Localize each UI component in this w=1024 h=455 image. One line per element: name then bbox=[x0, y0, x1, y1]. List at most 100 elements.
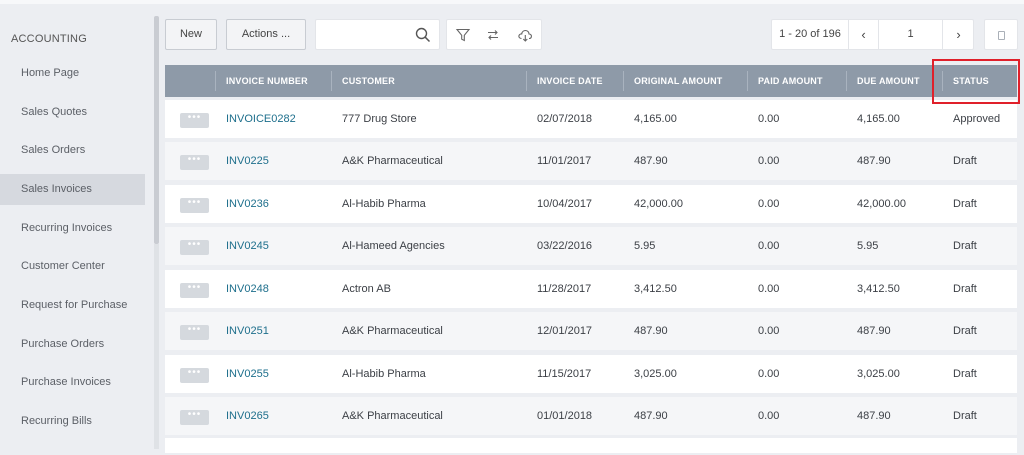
header-divider bbox=[215, 71, 216, 91]
table-row[interactable]: ••• INV0236 Al-Habib Pharma 10/04/2017 4… bbox=[165, 185, 1017, 223]
sidebar-section-title: ACCOUNTING bbox=[11, 33, 87, 45]
sidebar-item-label: Recurring Invoices bbox=[21, 222, 113, 234]
invoice-date-cell: 02/07/2018 bbox=[537, 113, 593, 125]
due-amount-cell: 5.95 bbox=[857, 240, 879, 252]
invoice-number-link[interactable]: INV0236 bbox=[226, 198, 269, 210]
row-actions-button[interactable]: ••• bbox=[180, 198, 209, 213]
column-header-invoice-date[interactable]: INVOICE DATE bbox=[537, 76, 603, 86]
column-header-original-amount[interactable]: ORIGINAL AMOUNT bbox=[634, 76, 723, 86]
status-cell: Draft bbox=[953, 240, 977, 252]
row-actions-button[interactable]: ••• bbox=[180, 155, 209, 170]
original-amount-cell: 42,000.00 bbox=[634, 198, 683, 210]
customer-cell: A&K Pharmaceutical bbox=[342, 325, 443, 337]
pagination: 1 - 20 of 196 ‹ 1 › bbox=[771, 19, 974, 50]
due-amount-cell: 487.90 bbox=[857, 410, 891, 422]
sidebar-item-customer-center[interactable]: Customer Center bbox=[0, 251, 145, 282]
invoice-date-cell: 11/15/2017 bbox=[537, 368, 592, 380]
sidebar-scrollbar-track[interactable] bbox=[154, 244, 159, 449]
sidebar: ACCOUNTING Home Page Sales Quotes Sales … bbox=[0, 4, 150, 455]
row-actions-button[interactable]: ••• bbox=[180, 283, 209, 298]
invoice-date-cell: 11/28/2017 bbox=[537, 283, 592, 295]
invoice-number-link[interactable]: INV0225 bbox=[226, 155, 269, 167]
sidebar-item-sales-invoices[interactable]: Sales Invoices bbox=[0, 174, 145, 205]
sidebar-item-sales-orders[interactable]: Sales Orders bbox=[0, 135, 145, 166]
table-header: INVOICE NUMBER CUSTOMER INVOICE DATE ORI… bbox=[165, 65, 1017, 97]
header-divider bbox=[331, 71, 332, 91]
status-cell: Draft bbox=[953, 155, 977, 167]
actions-button[interactable]: Actions ... bbox=[226, 19, 306, 50]
column-header-due-amount[interactable]: DUE AMOUNT bbox=[857, 76, 920, 86]
original-amount-cell: 487.90 bbox=[634, 155, 668, 167]
original-amount-cell: 5.95 bbox=[634, 240, 656, 252]
new-button[interactable]: New bbox=[165, 19, 217, 50]
refresh-icon[interactable] bbox=[485, 27, 501, 43]
sidebar-item-request-for-purchase[interactable]: Request for Purchase bbox=[0, 290, 145, 321]
header-divider bbox=[846, 71, 847, 91]
sidebar-item-label: Sales Invoices bbox=[21, 183, 92, 195]
original-amount-cell: 3,412.50 bbox=[634, 283, 677, 295]
column-header-paid-amount[interactable]: PAID AMOUNT bbox=[758, 76, 823, 86]
invoice-number-link[interactable]: INV0255 bbox=[226, 368, 269, 380]
table-row[interactable]: ••• INV0255 Al-Habib Pharma 11/15/2017 3… bbox=[165, 355, 1017, 393]
row-actions-button[interactable]: ••• bbox=[180, 240, 209, 255]
table-row[interactable]: ••• INVOICE0282 777 Drug Store 02/07/201… bbox=[165, 100, 1017, 138]
table-row[interactable]: ••• INV0251 A&K Pharmaceutical 12/01/201… bbox=[165, 312, 1017, 350]
invoice-date-cell: 11/01/2017 bbox=[537, 155, 592, 167]
table-row[interactable]: ••• INV0245 Al-Hameed Agencies 03/22/201… bbox=[165, 227, 1017, 265]
paid-amount-cell: 0.00 bbox=[758, 283, 780, 295]
paid-amount-cell: 0.00 bbox=[758, 155, 780, 167]
cloud-download-icon[interactable] bbox=[517, 27, 533, 43]
sidebar-scrollbar-thumb[interactable] bbox=[154, 16, 159, 244]
invoice-number-link[interactable]: INV0245 bbox=[226, 240, 269, 252]
header-divider bbox=[623, 71, 624, 91]
invoice-number-link[interactable]: INV0251 bbox=[226, 325, 269, 337]
column-header-invoice-number[interactable]: INVOICE NUMBER bbox=[226, 76, 308, 86]
column-header-customer[interactable]: CUSTOMER bbox=[342, 76, 395, 86]
table-row[interactable] bbox=[165, 438, 1017, 453]
sidebar-item-sales-quotes[interactable]: Sales Quotes bbox=[0, 97, 145, 128]
search-input[interactable] bbox=[316, 20, 411, 49]
filter-icon[interactable] bbox=[455, 27, 471, 43]
customer-cell: A&K Pharmaceutical bbox=[342, 155, 443, 167]
prev-page-button[interactable]: ‹ bbox=[849, 20, 879, 49]
sidebar-item-purchase-orders[interactable]: Purchase Orders bbox=[0, 329, 145, 360]
column-header-status[interactable]: STATUS bbox=[953, 76, 989, 86]
paid-amount-cell: 0.00 bbox=[758, 325, 780, 337]
sidebar-item-purchase-invoices[interactable]: Purchase Invoices bbox=[0, 367, 145, 398]
table-row[interactable]: ••• INV0225 A&K Pharmaceutical 11/01/201… bbox=[165, 142, 1017, 180]
customer-cell: Actron AB bbox=[342, 283, 391, 295]
next-page-button[interactable]: › bbox=[956, 27, 961, 42]
sidebar-item-label: Request for Purchase bbox=[21, 299, 128, 311]
status-cell: Draft bbox=[953, 410, 977, 422]
invoice-number-link[interactable]: INVOICE0282 bbox=[226, 113, 296, 125]
row-actions-button[interactable]: ••• bbox=[180, 368, 209, 383]
due-amount-cell: 3,025.00 bbox=[857, 368, 900, 380]
invoice-date-cell: 03/22/2016 bbox=[537, 240, 593, 252]
table-row[interactable]: ••• INV0248 Actron AB 11/28/2017 3,412.5… bbox=[165, 270, 1017, 308]
invoice-number-link[interactable]: INV0265 bbox=[226, 410, 269, 422]
paid-amount-cell: 0.00 bbox=[758, 198, 780, 210]
original-amount-cell: 3,025.00 bbox=[634, 368, 677, 380]
sidebar-item-label: Home Page bbox=[21, 67, 80, 79]
customer-cell: 777 Drug Store bbox=[342, 113, 417, 125]
sidebar-item-recurring-bills[interactable]: Recurring Bills bbox=[0, 406, 145, 437]
status-column-highlight bbox=[932, 59, 1020, 104]
row-actions-button[interactable]: ••• bbox=[180, 410, 209, 425]
search-icon[interactable] bbox=[415, 27, 431, 46]
paid-amount-cell: 0.00 bbox=[758, 410, 780, 422]
status-cell: Draft bbox=[953, 368, 977, 380]
sidebar-item-home-page[interactable]: Home Page bbox=[0, 58, 145, 89]
page-number-input[interactable]: 1 bbox=[879, 20, 943, 49]
paid-amount-cell: 0.00 bbox=[758, 113, 780, 125]
customer-cell: Al-Habib Pharma bbox=[342, 198, 426, 210]
customer-cell: Al-Hameed Agencies bbox=[342, 240, 445, 252]
header-divider bbox=[942, 71, 943, 91]
row-actions-button[interactable]: ••• bbox=[180, 325, 209, 340]
invoice-date-cell: 12/01/2017 bbox=[537, 325, 593, 337]
row-actions-button[interactable]: ••• bbox=[180, 113, 209, 128]
column-settings-button[interactable] bbox=[984, 19, 1018, 50]
invoice-number-link[interactable]: INV0248 bbox=[226, 283, 269, 295]
sidebar-item-recurring-invoices[interactable]: Recurring Invoices bbox=[0, 213, 145, 244]
table-row[interactable]: ••• INV0265 A&K Pharmaceutical 01/01/201… bbox=[165, 397, 1017, 435]
paid-amount-cell: 0.00 bbox=[758, 368, 780, 380]
